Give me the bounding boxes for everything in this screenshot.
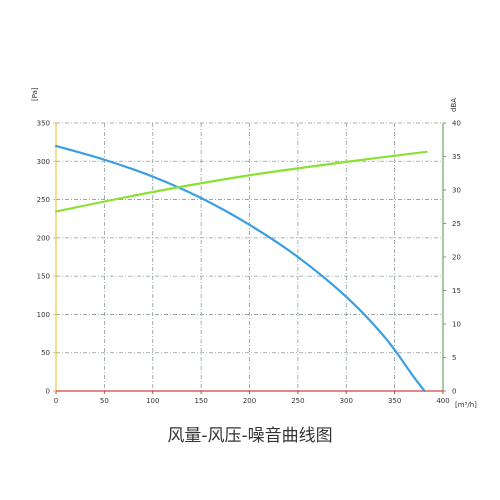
tick-labels: 0 50 100 150 200 250 300 350 4000501001502002503…: [37, 120, 461, 406]
y2-tick-label: 10: [452, 321, 461, 329]
y2-tick-label: 35: [452, 153, 461, 161]
y2-tick-label: 15: [452, 287, 461, 295]
y2-tick-label: 25: [452, 220, 461, 228]
x-tick-label: 400: [436, 397, 449, 405]
x-tick-label: 250: [291, 397, 304, 405]
y2-tick-label: 20: [452, 254, 461, 262]
x-tick-label: 50: [100, 397, 109, 405]
y-tick-label: 100: [37, 311, 50, 319]
x-tick-label: 350: [388, 397, 401, 405]
y2-tick-label: 5: [452, 354, 456, 362]
x-tick-label: 300: [340, 397, 353, 405]
chart-title: 风量-风压-噪音曲线图: [167, 426, 333, 446]
x-tick-label: 0: [54, 397, 58, 405]
x-tick-label: 200: [243, 397, 256, 405]
y2-tick-label: 30: [452, 187, 461, 195]
y-axis-label: [Pa]: [31, 87, 39, 101]
y2-tick-label: 0: [452, 388, 456, 396]
axes: [53, 122, 446, 394]
y-tick-label: 350: [37, 120, 50, 128]
x-tick-label: 100: [146, 397, 159, 405]
y-tick-label: 150: [37, 273, 50, 281]
x-axis-label: [m³/h]: [455, 401, 477, 409]
noise-curve: [54, 150, 428, 213]
y2-tick-label: 40: [452, 120, 461, 128]
series: [54, 144, 428, 393]
y-tick-label: 300: [37, 158, 50, 166]
x-tick-label: 150: [194, 397, 207, 405]
y-tick-label: 250: [37, 196, 50, 204]
y-tick-label: 50: [41, 349, 50, 357]
y-tick-label: 200: [37, 234, 50, 242]
y-tick-label: 0: [46, 388, 50, 396]
pressure-curve: [54, 144, 426, 393]
y2-axis-label: dBA: [450, 98, 458, 112]
